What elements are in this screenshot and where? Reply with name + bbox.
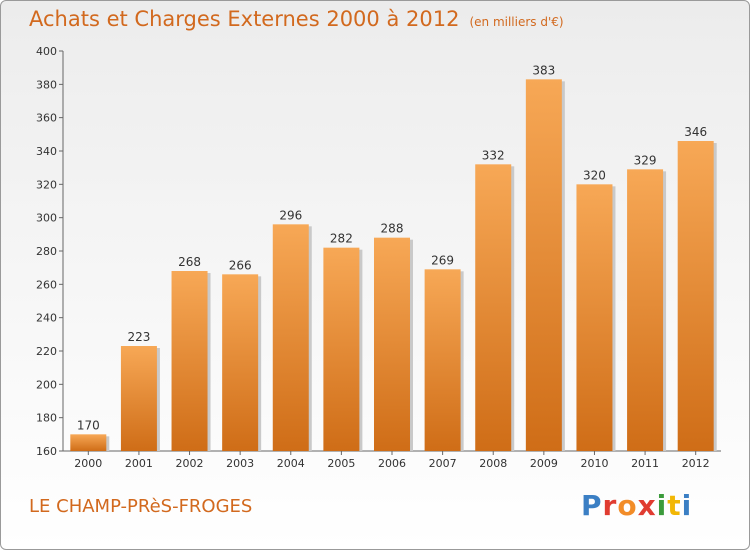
title-unit: (en milliers d'€) xyxy=(469,15,564,29)
x-tick-label: 2008 xyxy=(479,457,507,470)
y-tick-label: 160 xyxy=(36,445,57,458)
x-tick-label: 2006 xyxy=(378,457,406,470)
y-tick-label: 200 xyxy=(36,378,57,391)
y-tick-label: 220 xyxy=(36,345,57,358)
data-label: 296 xyxy=(279,208,302,222)
x-tick-label: 2000 xyxy=(74,457,102,470)
y-tick-label: 360 xyxy=(36,112,57,125)
bar xyxy=(70,434,107,451)
data-label: 223 xyxy=(127,330,150,344)
data-label: 282 xyxy=(330,232,353,246)
x-tick-label: 2001 xyxy=(125,457,153,470)
logo-letter: i xyxy=(681,489,693,522)
data-label: 288 xyxy=(381,222,404,236)
x-tick-label: 2002 xyxy=(176,457,204,470)
bar xyxy=(120,346,157,451)
x-tick-label: 2005 xyxy=(327,457,355,470)
y-tick-label: 400 xyxy=(36,45,57,58)
bar xyxy=(627,169,664,452)
chart-title: Achats et Charges Externes 2000 à 2012 (e… xyxy=(29,7,564,31)
bar xyxy=(272,224,309,451)
y-tick-label: 320 xyxy=(36,178,57,191)
commune-name: LE CHAMP-PRèS-FROGES xyxy=(29,496,253,517)
bar xyxy=(576,184,613,452)
y-tick-label: 300 xyxy=(36,212,57,225)
y-tick-label: 240 xyxy=(36,312,57,325)
data-label: 329 xyxy=(634,153,657,167)
bar xyxy=(171,271,208,451)
bar xyxy=(323,247,360,451)
data-label: 320 xyxy=(583,168,606,182)
y-tick-label: 380 xyxy=(36,78,57,91)
logo-letter: x xyxy=(637,489,657,522)
proxiti-logo: Proxiti xyxy=(581,489,692,522)
data-label: 346 xyxy=(684,125,707,139)
data-label: 383 xyxy=(532,63,555,77)
logo-letter: t xyxy=(667,489,682,522)
data-label: 266 xyxy=(229,258,252,272)
title-text: Achats et Charges Externes 2000 à 2012 xyxy=(29,7,460,31)
data-label: 268 xyxy=(178,255,201,269)
logo-letter: P xyxy=(581,489,603,522)
bar xyxy=(475,164,512,452)
bar xyxy=(374,237,410,451)
x-tick-label: 2007 xyxy=(429,457,457,470)
y-tick-label: 340 xyxy=(36,145,57,158)
data-label: 269 xyxy=(431,253,454,267)
y-tick-label: 260 xyxy=(36,278,57,291)
logo-letter: i xyxy=(656,489,668,522)
x-tick-label: 2009 xyxy=(530,457,558,470)
bar xyxy=(525,79,562,451)
bar xyxy=(677,141,714,451)
x-tick-label: 2011 xyxy=(631,457,659,470)
y-tick-label: 180 xyxy=(36,412,57,425)
x-tick-label: 2003 xyxy=(226,457,254,470)
x-tick-label: 2004 xyxy=(277,457,305,470)
logo-letter: r xyxy=(602,489,618,522)
x-tick-label: 2010 xyxy=(580,457,608,470)
data-label: 170 xyxy=(77,418,100,432)
bar xyxy=(222,274,259,451)
bar xyxy=(424,269,461,451)
x-tick-label: 2012 xyxy=(682,457,710,470)
y-tick-label: 280 xyxy=(36,245,57,258)
data-label: 332 xyxy=(482,148,505,162)
logo-letter: o xyxy=(617,489,638,522)
